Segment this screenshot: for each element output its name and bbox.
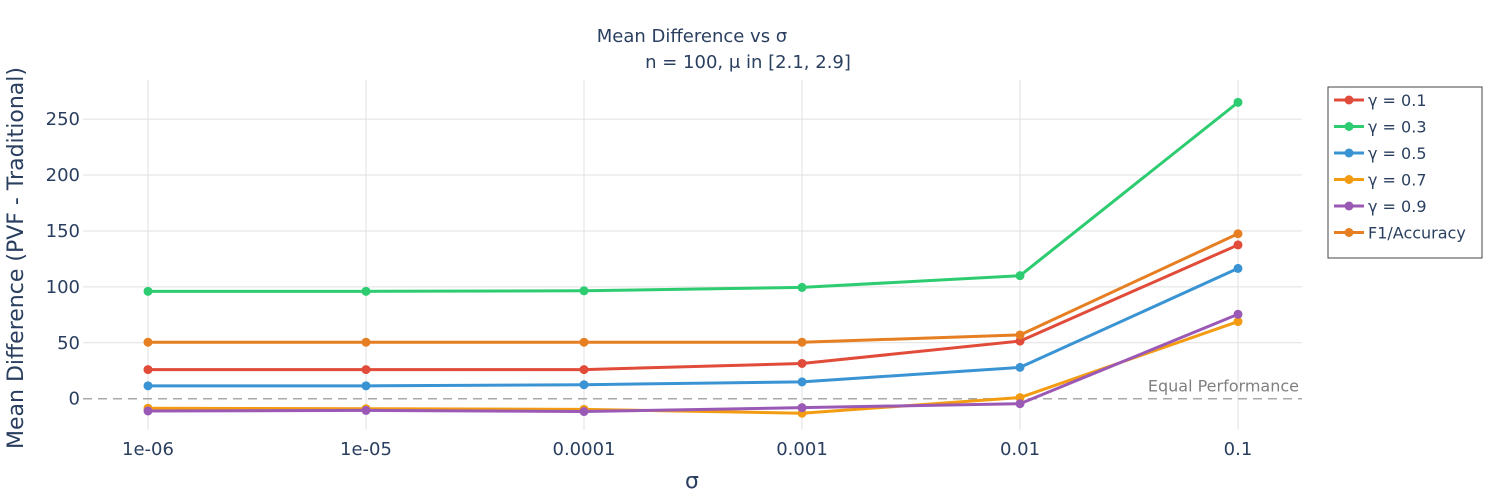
data-point bbox=[797, 377, 807, 387]
x-axis-title: σ bbox=[685, 469, 699, 494]
data-point bbox=[579, 286, 589, 296]
data-point bbox=[1015, 330, 1025, 340]
series-line bbox=[146, 243, 1240, 372]
data-point bbox=[579, 365, 589, 375]
legend-swatch-marker bbox=[1344, 228, 1354, 237]
legend-item: γ = 0.7 bbox=[1334, 171, 1427, 190]
grid bbox=[83, 80, 1302, 430]
data-point bbox=[361, 365, 371, 375]
legend-swatch-marker bbox=[1344, 122, 1354, 131]
data-point bbox=[143, 286, 153, 296]
data-point bbox=[361, 381, 371, 391]
legend-swatch-marker bbox=[1344, 201, 1354, 211]
data-point bbox=[1233, 309, 1243, 319]
series-2 bbox=[143, 263, 1243, 391]
data-point bbox=[1015, 362, 1025, 372]
legend-label: γ = 0.9 bbox=[1368, 197, 1427, 216]
y-axis-title: Mean Difference (PVF - Traditional) bbox=[4, 67, 29, 449]
legend: γ = 0.1 γ = 0.3 γ = 0.5 γ = 0.7 γ = 0.9 F1/Ac… bbox=[1327, 86, 1483, 259]
data-point bbox=[1233, 240, 1243, 250]
series-lines bbox=[143, 97, 1243, 418]
data-point bbox=[361, 337, 371, 347]
data-point bbox=[797, 337, 807, 347]
legend-item: γ = 0.1 bbox=[1334, 91, 1427, 110]
data-point bbox=[579, 380, 589, 390]
reference-line-group: Equal Performance bbox=[83, 377, 1302, 400]
legend-label: γ = 0.1 bbox=[1368, 91, 1427, 110]
x-tick-label: 0.001 bbox=[776, 439, 828, 460]
legend-swatch-marker bbox=[1344, 148, 1354, 158]
series-line bbox=[146, 232, 1240, 344]
data-point bbox=[143, 337, 153, 347]
data-point bbox=[579, 407, 589, 417]
y-tick-label: 250 bbox=[46, 109, 80, 130]
legend-label: γ = 0.5 bbox=[1368, 144, 1427, 163]
y-tick-labels: 0 50 100 150 200 250 bbox=[46, 109, 80, 410]
data-point bbox=[1015, 271, 1025, 281]
data-point bbox=[361, 286, 371, 296]
data-point bbox=[1233, 229, 1243, 239]
data-point bbox=[361, 405, 371, 415]
series-line bbox=[146, 266, 1240, 388]
series-5 bbox=[143, 229, 1243, 347]
legend-item: γ = 0.9 bbox=[1334, 197, 1427, 216]
x-tick-label: 0.1 bbox=[1224, 439, 1253, 460]
data-point bbox=[1015, 336, 1025, 346]
series-line bbox=[146, 100, 1240, 293]
series-line bbox=[146, 312, 1240, 414]
legend-swatch-marker bbox=[1344, 95, 1354, 105]
x-tick-label: 0.0001 bbox=[553, 439, 616, 460]
series-4 bbox=[143, 309, 1243, 417]
legend-label: γ = 0.3 bbox=[1368, 118, 1427, 137]
series-0 bbox=[143, 240, 1243, 375]
y-tick-label: 50 bbox=[57, 333, 80, 354]
y-tick-label: 0 bbox=[69, 389, 80, 410]
x-tick-label: 1e-06 bbox=[122, 439, 174, 460]
legend-label: F1/Accuracy bbox=[1368, 224, 1466, 243]
legend-item: γ = 0.5 bbox=[1334, 144, 1427, 163]
data-point bbox=[143, 365, 153, 375]
legend-item: γ = 0.3 bbox=[1334, 118, 1427, 137]
data-point bbox=[1015, 399, 1025, 409]
y-tick-label: 150 bbox=[46, 221, 80, 242]
y-tick-label: 100 bbox=[46, 277, 80, 298]
equal-performance-label: Equal Performance bbox=[1148, 377, 1299, 396]
data-point bbox=[143, 381, 153, 391]
data-point bbox=[797, 358, 807, 368]
data-point bbox=[1015, 393, 1025, 403]
data-point bbox=[797, 403, 807, 413]
data-point bbox=[797, 282, 807, 292]
legend-swatch-marker bbox=[1344, 175, 1354, 184]
x-tick-label: 1e-05 bbox=[340, 439, 392, 460]
y-tick-label: 200 bbox=[46, 165, 80, 186]
legend-box bbox=[1327, 86, 1483, 259]
legend-label: γ = 0.7 bbox=[1368, 171, 1427, 190]
series-1 bbox=[143, 97, 1243, 296]
data-point bbox=[579, 337, 589, 347]
x-tick-labels: 1e-06 1e-05 0.0001 0.001 0.01 0.1 bbox=[122, 439, 1252, 460]
data-point bbox=[1233, 317, 1243, 327]
data-point bbox=[1233, 97, 1243, 107]
series-line bbox=[146, 320, 1240, 415]
chart-title: Mean Difference vs σ bbox=[597, 26, 787, 47]
data-point bbox=[143, 406, 153, 416]
data-point bbox=[1233, 263, 1243, 273]
chart-subtitle: n = 100, μ in [2.1, 2.9] bbox=[645, 52, 851, 73]
x-tick-label: 0.01 bbox=[1000, 439, 1040, 460]
legend-item: F1/Accuracy bbox=[1334, 224, 1466, 243]
